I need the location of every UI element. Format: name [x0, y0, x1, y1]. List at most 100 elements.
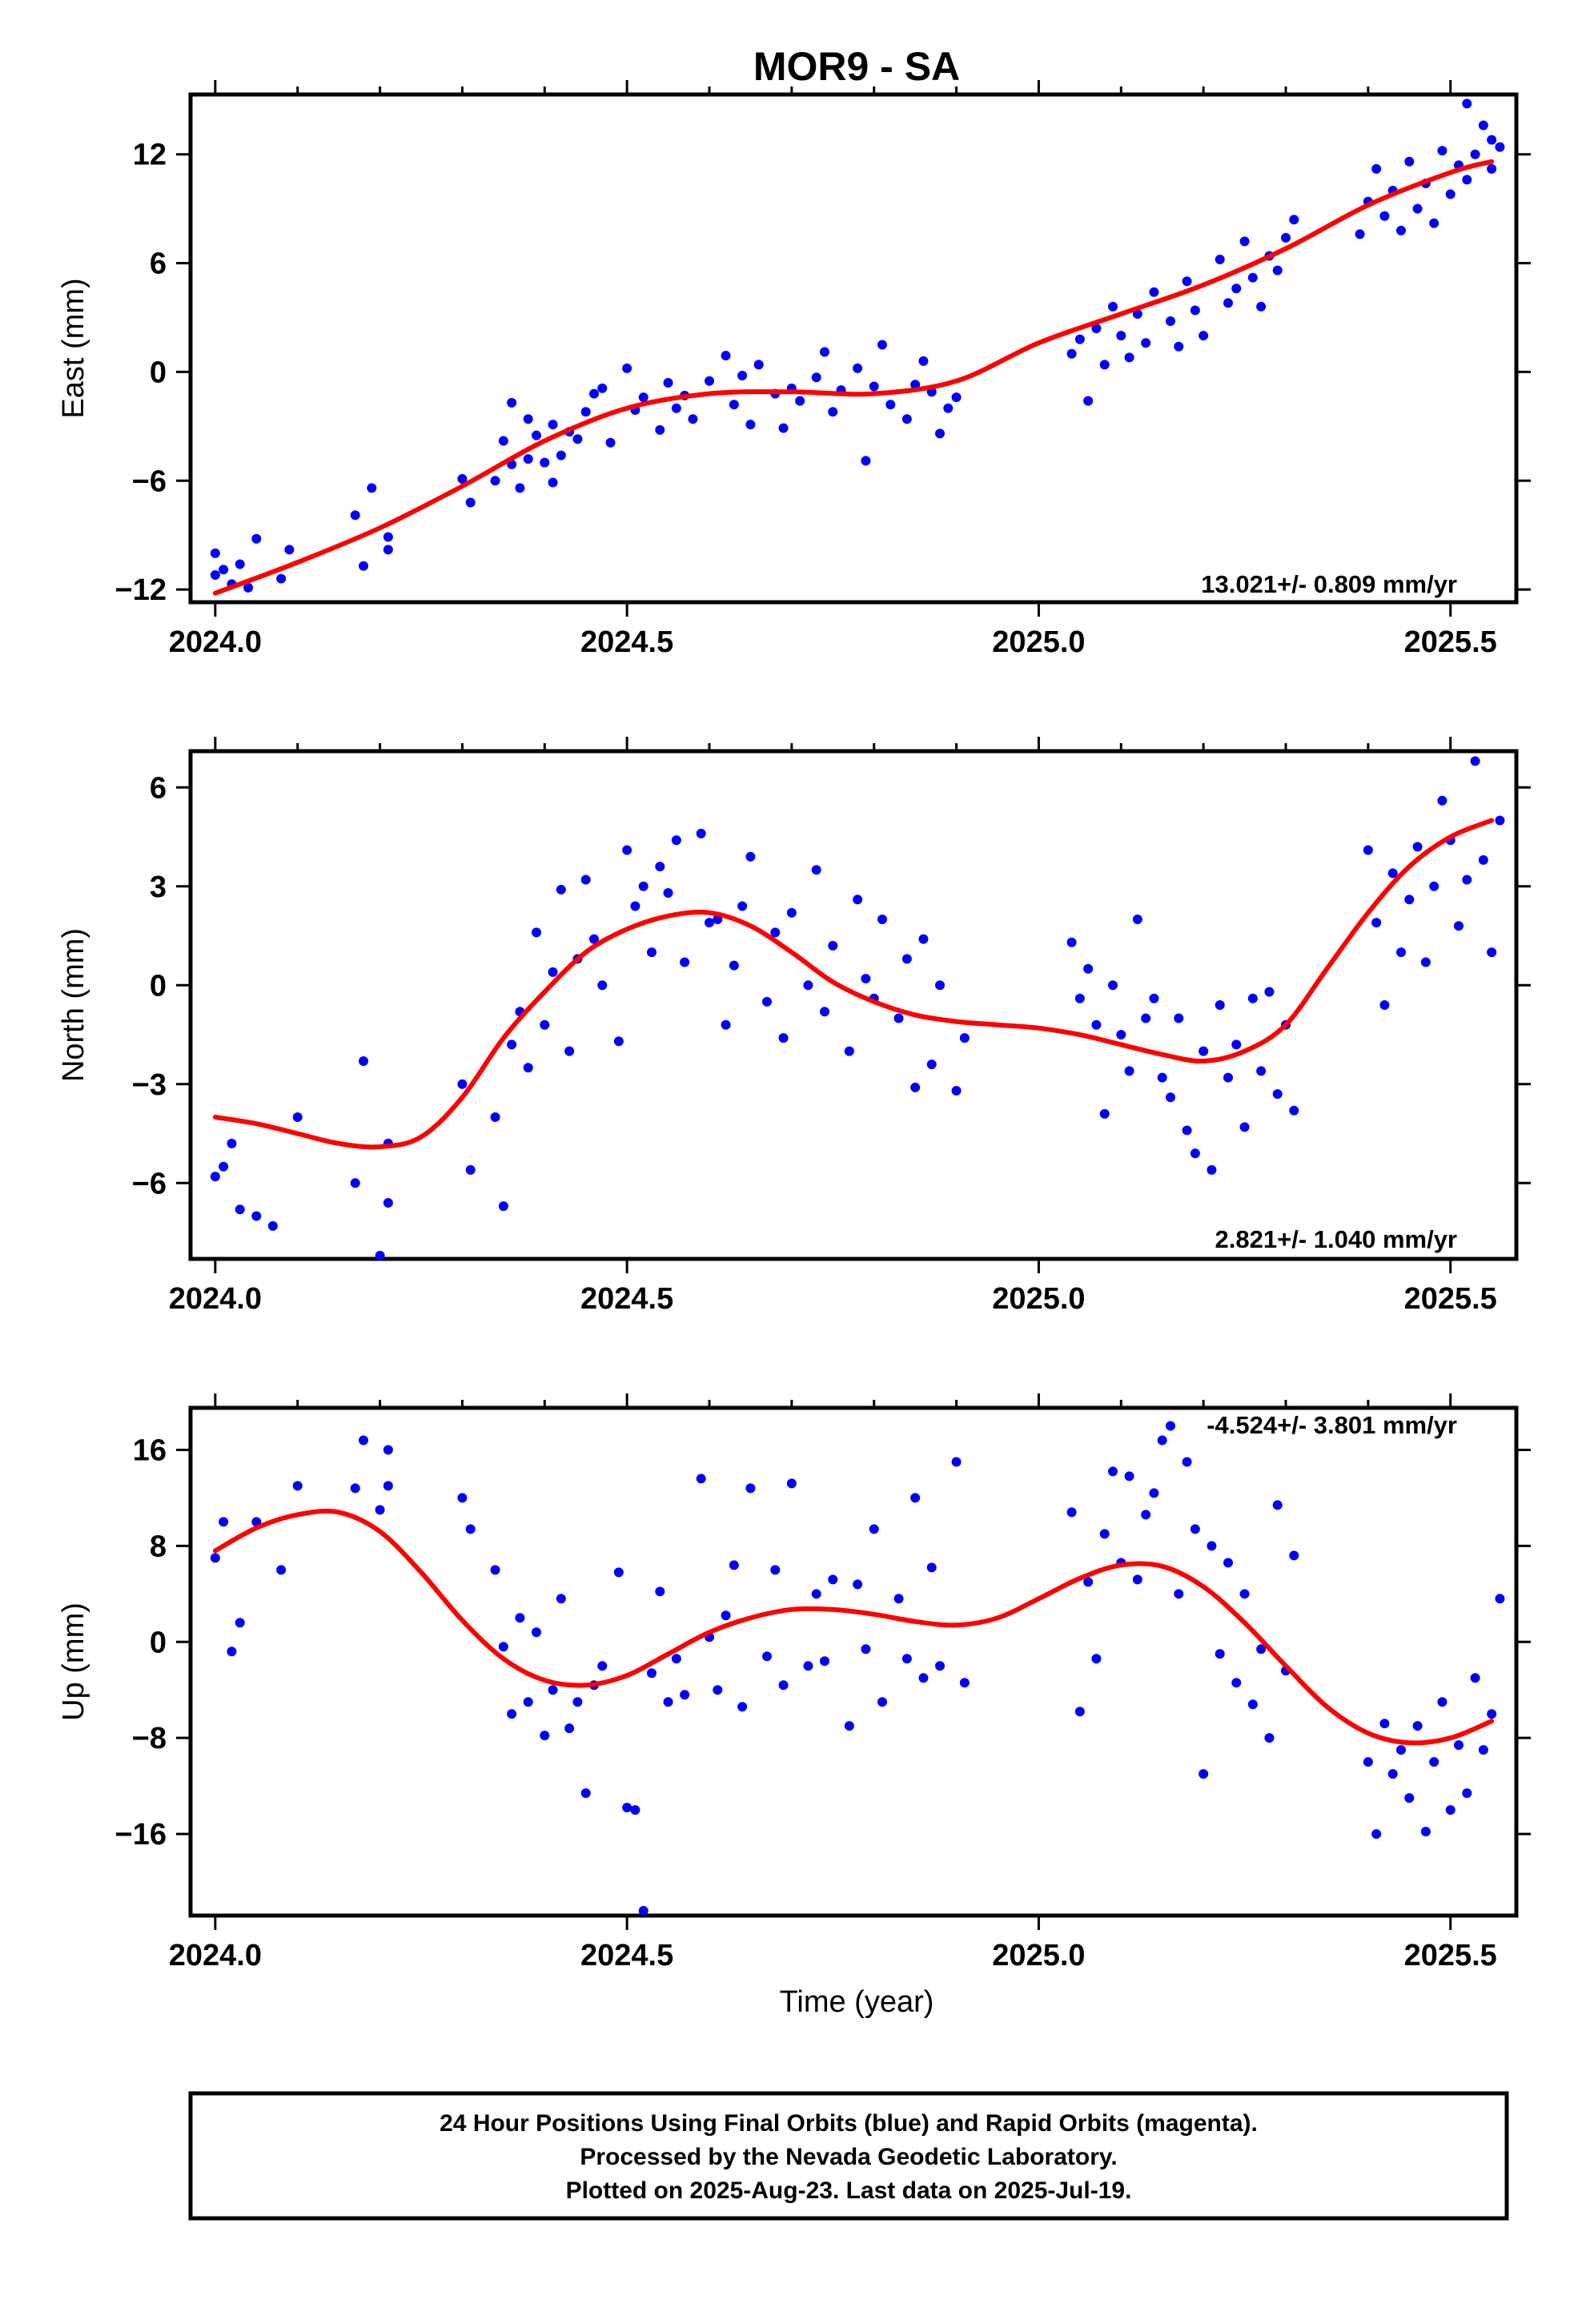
data-point [580, 875, 591, 885]
data-point [1462, 875, 1472, 885]
x-tick-label: 2024.0 [169, 1282, 262, 1316]
data-point [901, 414, 912, 424]
data-point [820, 347, 829, 357]
model-curve [212, 159, 1495, 596]
data-point [1199, 1046, 1209, 1056]
data-point [540, 1731, 550, 1741]
data-point [1412, 203, 1423, 214]
data-point [564, 1723, 575, 1734]
data-point [655, 1586, 665, 1597]
data-point [613, 1567, 624, 1578]
data-point [943, 403, 954, 413]
data-point [729, 960, 739, 971]
data-point [1256, 1066, 1267, 1076]
data-point [1256, 301, 1267, 312]
data-point [926, 1059, 937, 1070]
data-point [548, 967, 558, 977]
data-point [383, 532, 393, 542]
data-point [1387, 1769, 1398, 1779]
data-point [853, 895, 863, 905]
data-point [556, 450, 566, 460]
data-point [1412, 1721, 1423, 1731]
data-point [605, 437, 616, 448]
plot-frame [188, 1405, 1519, 1918]
y-tick-label: 3 [150, 870, 167, 904]
data-point [359, 1055, 368, 1066]
data-point [1420, 957, 1431, 967]
data-point [1223, 1072, 1233, 1083]
data-point [210, 548, 220, 558]
y-axis-label: Up (mm) [57, 1602, 90, 1721]
data-point [1239, 236, 1250, 247]
data-point [663, 1697, 673, 1707]
data-point [1437, 795, 1447, 806]
data-point [630, 1805, 640, 1815]
data-point [219, 1161, 229, 1172]
data-point [523, 1697, 533, 1707]
data-point [688, 414, 698, 424]
data-point [1083, 963, 1094, 974]
data-point [1099, 1108, 1110, 1119]
data-point [210, 1553, 220, 1563]
data-point [671, 403, 681, 413]
x-tick-label: 2025.5 [1404, 1939, 1497, 1972]
data-point [507, 1039, 517, 1050]
y-tick-label: 8 [150, 1530, 167, 1563]
data-point [556, 1594, 566, 1604]
data-point [762, 996, 772, 1007]
data-point [671, 835, 681, 846]
data-point [597, 980, 608, 991]
data-point [532, 1627, 541, 1638]
data-point [1495, 142, 1505, 152]
data-point [383, 545, 393, 555]
data-point [457, 1493, 468, 1503]
data-point [721, 1610, 731, 1621]
data-point [613, 1036, 624, 1047]
data-point [951, 392, 962, 403]
data-point [745, 420, 756, 430]
data-point [901, 954, 912, 964]
rate-label: 2.821+/- 1.040 mm/yr [1215, 1225, 1457, 1253]
data-point [778, 423, 789, 433]
data-point [638, 392, 648, 403]
data-point [1182, 1125, 1192, 1136]
model-curve [212, 818, 1495, 1150]
data-point [770, 1565, 781, 1575]
y-tick-label: −3 [132, 1068, 167, 1102]
data-point [1462, 99, 1472, 109]
data-point [548, 1685, 558, 1695]
data-point [1166, 1421, 1175, 1431]
data-point [284, 545, 295, 555]
data-point [1215, 1000, 1225, 1010]
data-point [292, 1112, 303, 1122]
data-point [1412, 842, 1423, 852]
data-point [276, 1565, 287, 1575]
data-point [243, 582, 253, 593]
data-point [1396, 947, 1406, 958]
data-point [1462, 1788, 1472, 1799]
data-point [383, 1198, 393, 1208]
data-point [729, 1560, 739, 1570]
data-point [1404, 1793, 1415, 1803]
data-point [638, 1906, 648, 1916]
data-point [1231, 1678, 1242, 1688]
data-point [540, 1019, 550, 1030]
data-point [910, 380, 921, 390]
data-point [1462, 175, 1472, 185]
data-point [910, 1493, 921, 1503]
data-point [383, 1481, 393, 1491]
data-point [1190, 1524, 1200, 1534]
data-point [1074, 1707, 1085, 1717]
data-point [1199, 1769, 1209, 1779]
data-point [540, 457, 550, 468]
data-point [1166, 1092, 1175, 1103]
data-point [861, 1644, 871, 1655]
data-point [1190, 1148, 1200, 1159]
rate-label: -4.524+/- 3.801 mm/yr [1207, 1411, 1457, 1439]
data-point [696, 828, 706, 838]
data-point [918, 1673, 929, 1683]
data-point [861, 456, 871, 466]
data-point [507, 397, 517, 408]
data-point [1108, 980, 1118, 991]
